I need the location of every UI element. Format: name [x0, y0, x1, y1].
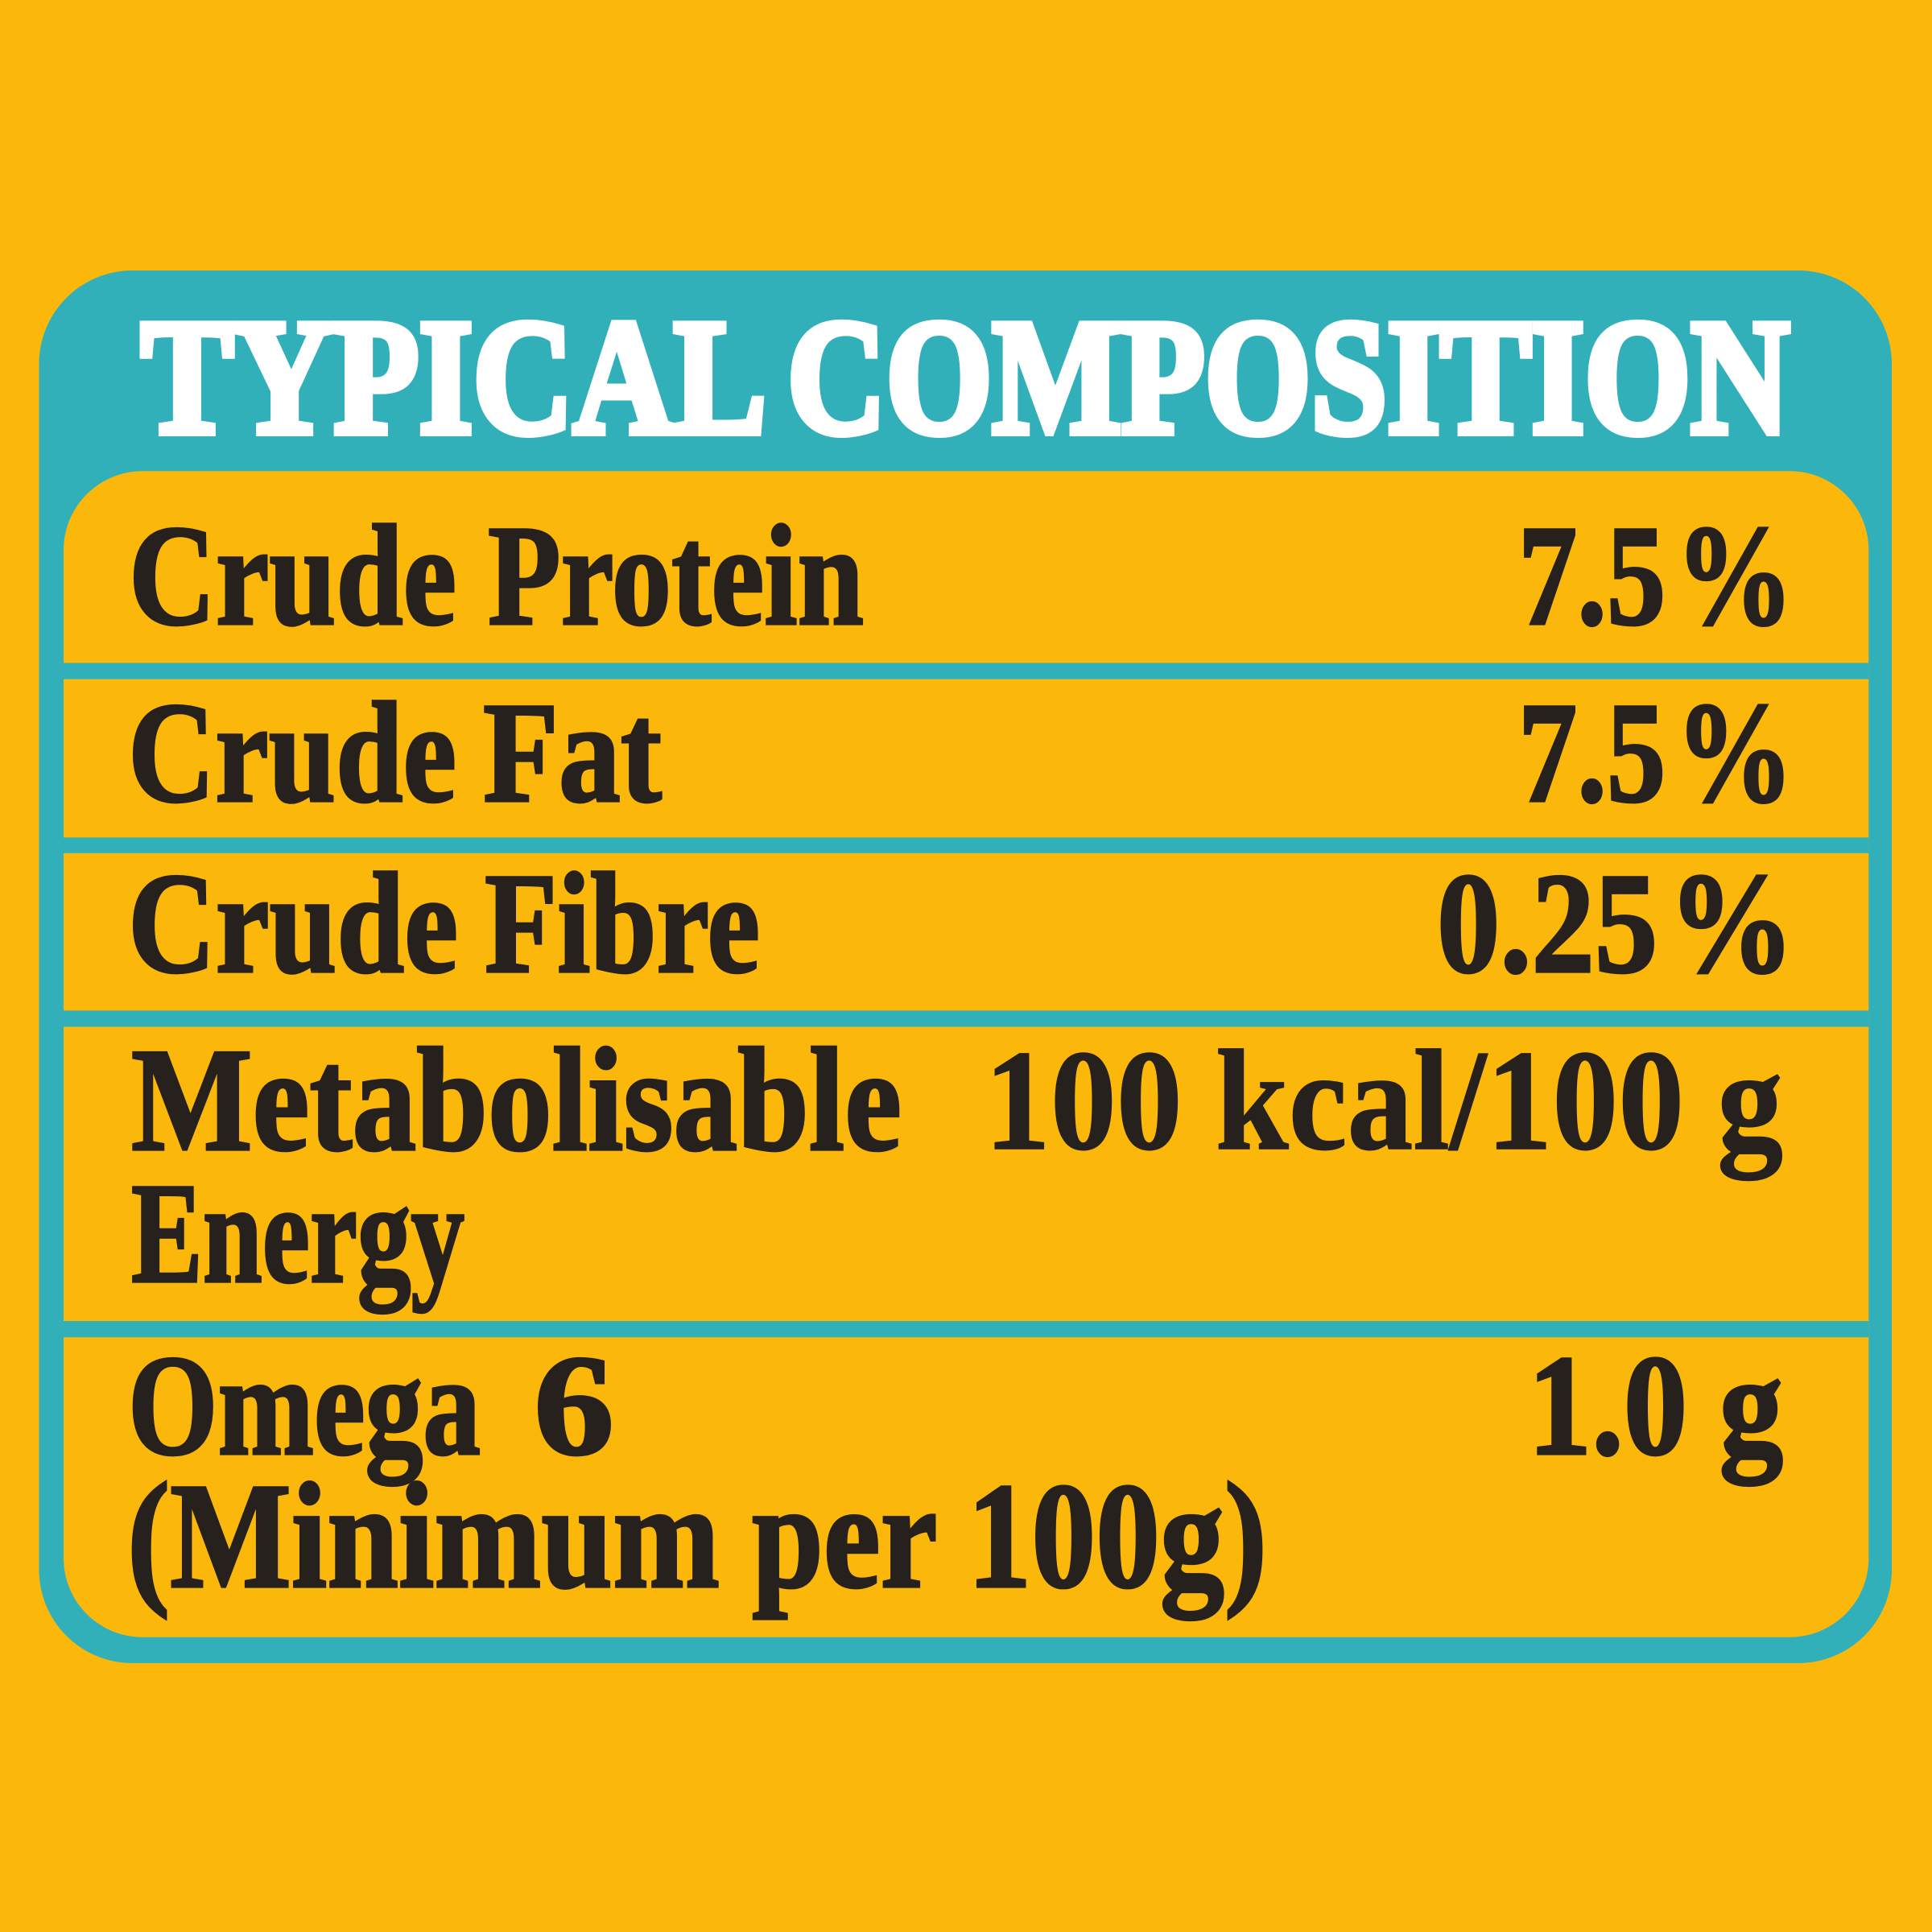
svg-text:Metabolisable: Metabolisable: [131, 1018, 902, 1182]
svg-text:(Minimum per 100g): (Minimum per 100g): [127, 1451, 1267, 1620]
svg-text:6: 6: [534, 1325, 614, 1485]
svg-text:Crude: Crude: [129, 495, 456, 655]
svg-text:Omega: Omega: [128, 1325, 481, 1485]
svg-text:Energy: Energy: [131, 1153, 464, 1313]
svg-text:TYPICAL: TYPICAL: [141, 287, 766, 469]
svg-text:0.25 %: 0.25 %: [1437, 843, 1794, 1003]
svg-text:Protein: Protein: [488, 495, 864, 655]
svg-text:Fibre: Fibre: [485, 843, 760, 1003]
svg-text:100 kcal/100 g: 100 kcal/100 g: [985, 1020, 1783, 1180]
svg-text:7.5 %: 7.5 %: [1518, 672, 1794, 832]
svg-text:Crude: Crude: [128, 843, 458, 1003]
svg-text:Fat: Fat: [483, 672, 662, 832]
svg-text:1.0 g: 1.0 g: [1528, 1325, 1783, 1485]
svg-text:7.5 %: 7.5 %: [1518, 495, 1794, 655]
svg-text:COMPOSITION: COMPOSITION: [787, 287, 1790, 469]
svg-text:Crude: Crude: [128, 672, 456, 832]
